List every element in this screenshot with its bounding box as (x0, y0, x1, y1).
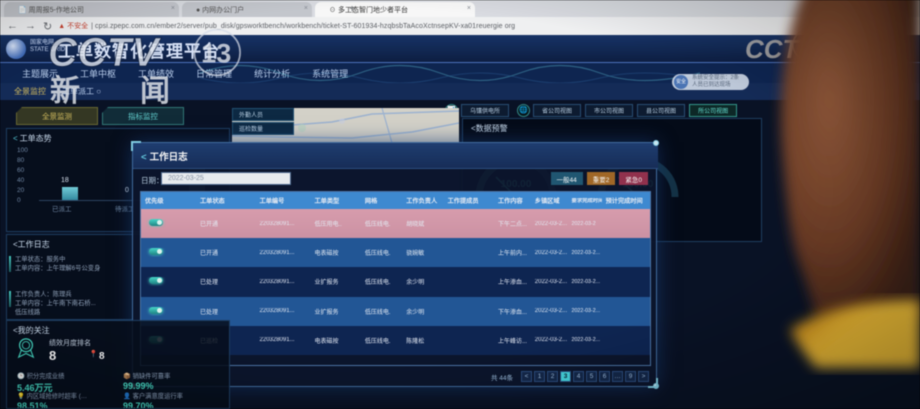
svg-text:13: 13 (201, 38, 231, 69)
svg-text:央视网: 央视网 (825, 34, 861, 49)
svg-text:.com: .com (825, 53, 858, 70)
